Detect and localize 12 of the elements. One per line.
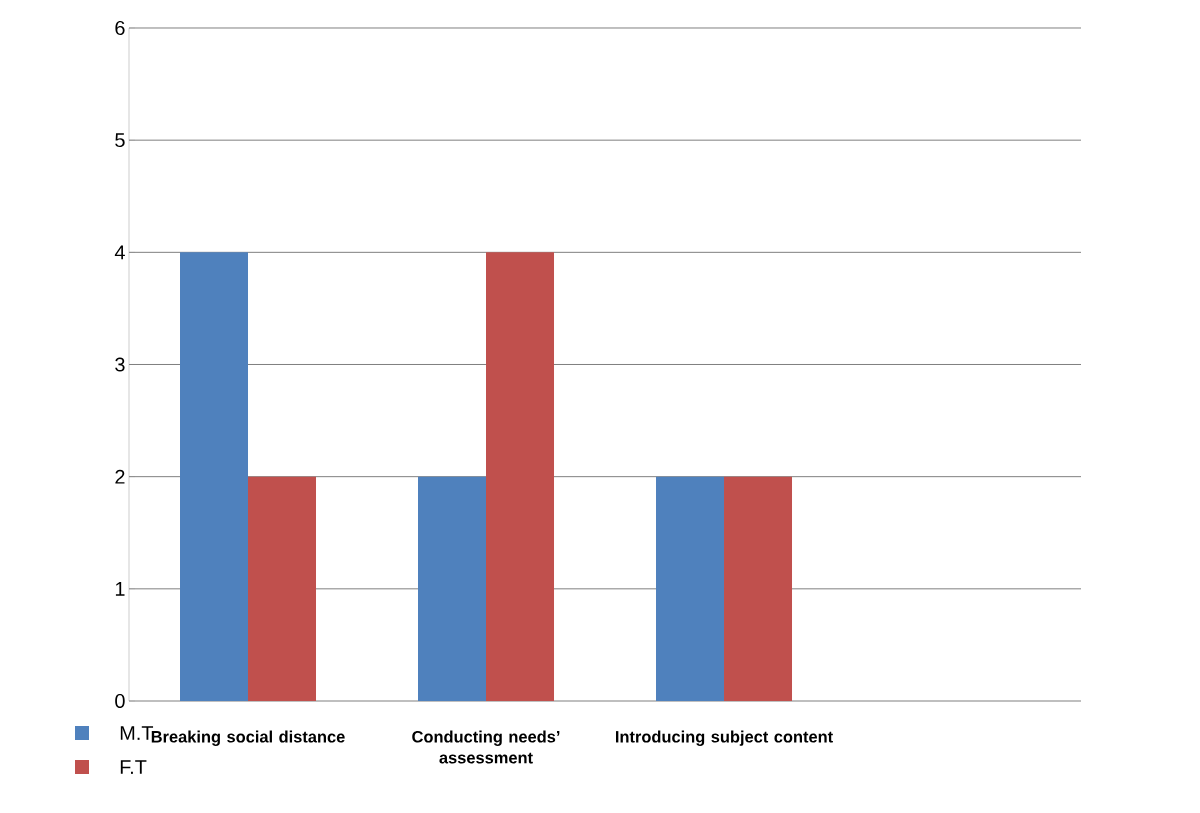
y-tick-label: 5 xyxy=(115,133,125,148)
x-tick-label: Introducing subject content xyxy=(615,730,833,746)
y-tick-label: 3 xyxy=(115,357,125,372)
legend-label: M.T xyxy=(120,726,154,740)
legend-label: F.T xyxy=(120,760,147,774)
y-tick-label: 2 xyxy=(115,469,125,484)
x-tick-label: Conducting needs’ assessment xyxy=(412,730,560,764)
x-tick-label: Breaking social distance xyxy=(151,730,345,746)
y-tick-label: 0 xyxy=(115,693,125,709)
y-tick-label: 4 xyxy=(114,245,125,260)
y-tick-label: 1 xyxy=(115,581,125,596)
y-tick-label: 6 xyxy=(115,20,125,36)
